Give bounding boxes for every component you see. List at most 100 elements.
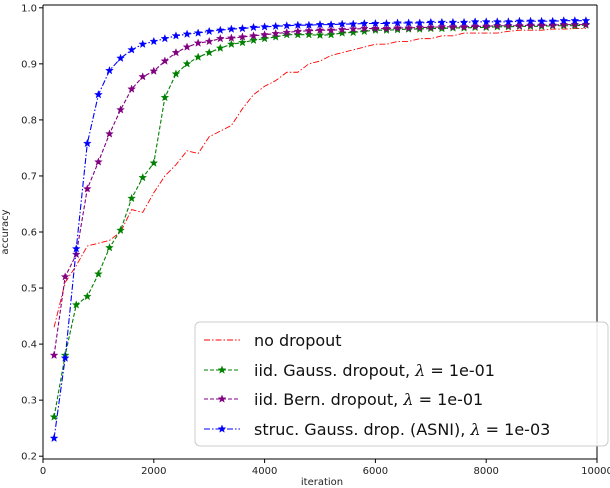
data-point xyxy=(459,22,469,31)
data-point xyxy=(215,43,225,52)
data-point xyxy=(470,17,480,26)
y-tick-label: 0.3 xyxy=(21,396,37,407)
legend-label: no dropout xyxy=(254,331,342,350)
data-point xyxy=(504,21,513,30)
y-tick-label: 0.2 xyxy=(21,452,37,463)
data-point xyxy=(337,28,347,37)
data-point xyxy=(537,20,546,29)
legend-lambda-symbol: λ xyxy=(469,420,480,439)
data-point xyxy=(359,26,369,36)
data-point xyxy=(116,53,125,62)
legend-swatch-marker xyxy=(217,394,227,403)
data-point xyxy=(49,412,59,421)
y-tick-label: 0.4 xyxy=(21,340,37,351)
x-tick-label: 2000 xyxy=(141,466,166,477)
data-point xyxy=(481,17,491,26)
data-point xyxy=(581,20,591,29)
data-point xyxy=(359,23,369,33)
data-point xyxy=(171,69,181,78)
y-tick-label: 0.5 xyxy=(21,284,37,295)
data-point xyxy=(326,30,336,39)
data-point xyxy=(238,37,247,47)
data-point xyxy=(193,28,203,37)
data-point xyxy=(348,19,358,28)
data-point xyxy=(282,27,292,37)
data-point xyxy=(105,66,114,75)
data-point xyxy=(304,26,314,35)
data-point xyxy=(437,17,447,27)
data-point xyxy=(71,244,81,253)
data-point xyxy=(348,27,358,37)
series-layer xyxy=(49,16,591,442)
data-point xyxy=(315,25,325,34)
data-point xyxy=(293,20,303,29)
data-point xyxy=(448,22,458,31)
data-point xyxy=(160,34,170,43)
data-point xyxy=(515,21,524,30)
data-point xyxy=(415,18,425,27)
legend-label: iid. Gauss. dropout, λ = 1e-01 xyxy=(254,361,495,380)
data-point xyxy=(82,184,92,193)
data-point xyxy=(160,56,170,65)
data-point xyxy=(171,48,181,57)
data-point xyxy=(182,59,192,68)
data-point xyxy=(404,18,413,27)
data-point xyxy=(315,30,325,39)
series-2 xyxy=(49,20,591,360)
y-tick-label: 0.9 xyxy=(21,59,37,70)
data-point xyxy=(537,16,546,25)
legend-label-text: iid. Gauss. dropout, xyxy=(254,361,415,380)
legend-lambda-value: = 1e-01 xyxy=(425,361,495,380)
legend-item-0: no dropout xyxy=(204,331,342,350)
data-point xyxy=(260,34,269,43)
data-point xyxy=(127,84,136,93)
data-point xyxy=(492,17,502,26)
data-point xyxy=(570,16,580,25)
data-point xyxy=(481,21,491,30)
data-point xyxy=(94,90,103,99)
data-point xyxy=(260,22,269,31)
data-point xyxy=(348,24,358,33)
data-point xyxy=(193,52,203,61)
series-line xyxy=(53,24,586,356)
data-point xyxy=(249,35,258,45)
x-axis-ticks: 0 2000 4000 6000 8000 10000 xyxy=(40,459,610,477)
data-point xyxy=(138,39,148,48)
legend-item-3: struc. Gauss. drop. (ASNI), λ = 1e-03 xyxy=(204,420,550,439)
data-point xyxy=(337,25,347,34)
legend-item-2: iid. Bern. dropout, λ = 1e-01 xyxy=(204,390,483,409)
legend-lambda-symbol: λ xyxy=(414,361,425,380)
data-point xyxy=(238,32,247,41)
data-point xyxy=(293,30,303,39)
data-point xyxy=(260,30,269,39)
x-tick-label: 6000 xyxy=(363,466,388,477)
data-point xyxy=(60,353,70,362)
x-tick-label: 8000 xyxy=(473,466,498,477)
data-point xyxy=(526,20,535,29)
data-point xyxy=(60,272,70,281)
data-point xyxy=(182,42,192,51)
data-point xyxy=(149,36,159,46)
data-point xyxy=(459,17,469,27)
data-point xyxy=(149,158,159,167)
x-tick-label: 10000 xyxy=(581,466,610,477)
y-axis-label: accuracy xyxy=(0,209,11,254)
data-point xyxy=(138,173,148,182)
series-line xyxy=(53,28,586,328)
data-point xyxy=(138,72,148,81)
data-point xyxy=(526,16,535,25)
y-tick-label: 0.6 xyxy=(21,228,37,239)
data-point xyxy=(504,17,513,26)
data-point xyxy=(559,16,569,25)
data-point xyxy=(49,433,59,442)
data-point xyxy=(382,23,391,33)
data-point xyxy=(282,21,292,30)
data-point xyxy=(359,18,369,28)
data-point xyxy=(570,20,580,29)
legend-label-text: iid. Bern. dropout, xyxy=(254,390,403,409)
legend-lambda-symbol: λ xyxy=(402,390,413,409)
x-axis-label: iteration xyxy=(301,477,343,488)
data-point xyxy=(193,38,203,47)
data-point xyxy=(204,36,214,46)
